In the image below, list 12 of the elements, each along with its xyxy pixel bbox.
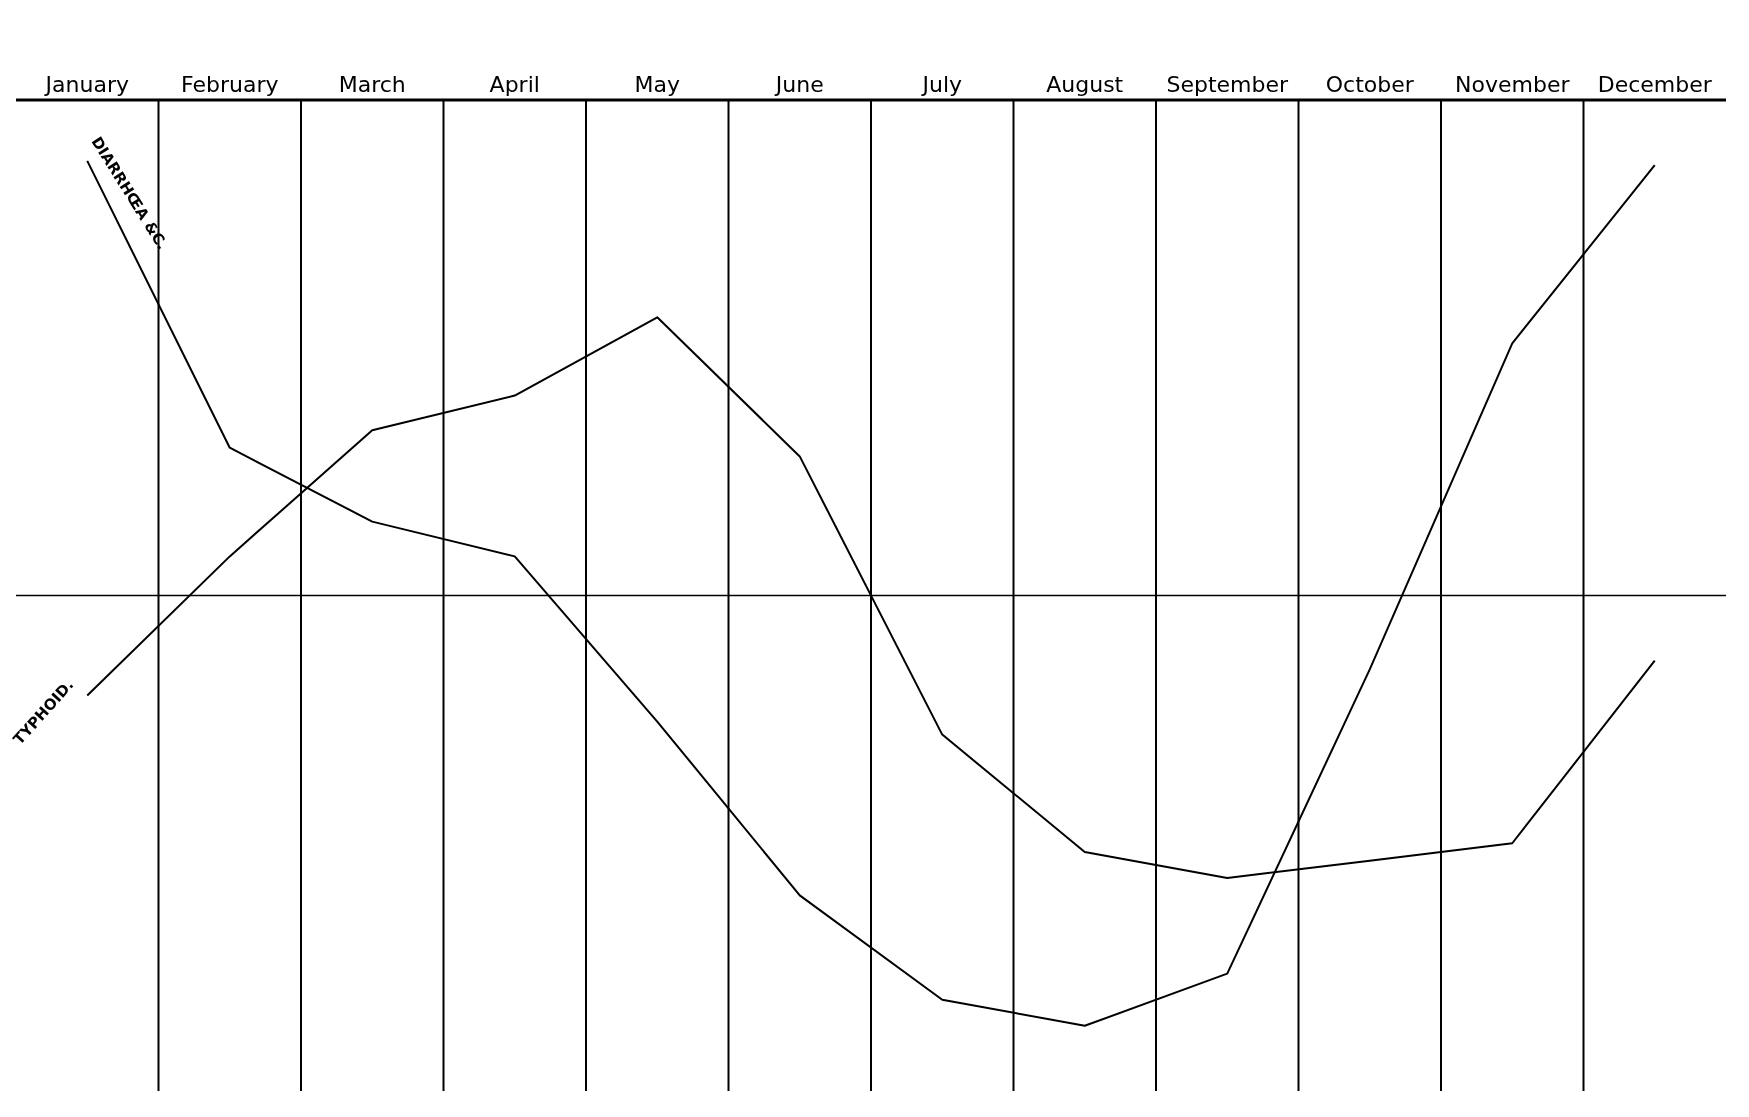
x-tick-label: May xyxy=(634,72,680,97)
x-tick-label: April xyxy=(489,72,540,97)
x-tick-label: March xyxy=(338,72,406,97)
x-tick-label: October xyxy=(1325,72,1415,97)
x-tick-label: November xyxy=(1455,72,1571,97)
x-tick-label: June xyxy=(773,72,824,97)
x-tick-label: August xyxy=(1046,72,1124,97)
x-tick-label: July xyxy=(920,72,963,97)
x-tick-label: December xyxy=(1597,72,1713,97)
x-tick-label: September xyxy=(1166,72,1289,97)
x-tick-label: January xyxy=(43,72,129,97)
x-tick-label: February xyxy=(181,72,279,97)
